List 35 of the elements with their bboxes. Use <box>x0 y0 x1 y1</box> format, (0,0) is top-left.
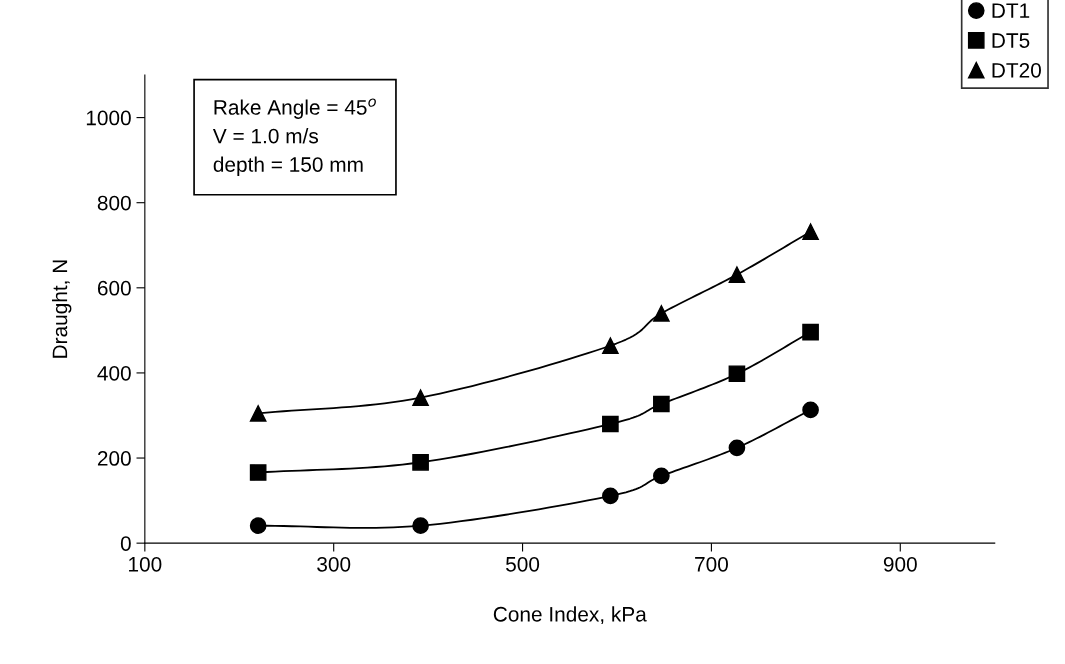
y-tick-label: 0 <box>120 536 131 551</box>
x-tick-label: 500 <box>506 556 540 572</box>
point <box>653 395 670 413</box>
legend-label: DT1 <box>992 3 1030 18</box>
y-axis-title: Draught, N <box>51 260 72 358</box>
x-tick-label: 700 <box>695 556 728 572</box>
point <box>653 467 670 485</box>
y-tick-label: 600 <box>97 280 131 296</box>
point <box>802 323 819 341</box>
x-axis-title: Cone Index, kPa <box>493 606 647 625</box>
point <box>249 464 267 481</box>
point <box>412 389 429 406</box>
y-tick-label: 800 <box>97 195 131 211</box>
x-tick-label: 900 <box>883 556 917 572</box>
point <box>802 223 819 240</box>
x-tick-label: 100 <box>129 556 162 572</box>
point <box>728 365 746 383</box>
point <box>602 415 619 433</box>
y-tick-label: 200 <box>97 451 131 466</box>
point <box>653 305 670 322</box>
legend-label: DT20 <box>992 62 1041 78</box>
y-tick-label: 1000 <box>86 110 131 126</box>
y-tick-label: 400 <box>97 365 131 381</box>
point <box>412 453 429 471</box>
point <box>602 337 619 355</box>
point <box>412 517 429 535</box>
text: Rake Angle = 45$^{o}$ V = 1.0 m/s depth = 150 mm <box>212 98 376 177</box>
point <box>728 266 746 283</box>
point <box>728 439 746 457</box>
point <box>602 487 619 505</box>
x-tick-label: 300 <box>317 556 351 572</box>
legend-label: DT5 <box>992 33 1030 48</box>
point <box>249 517 267 535</box>
point <box>802 401 819 419</box>
point <box>249 405 267 422</box>
